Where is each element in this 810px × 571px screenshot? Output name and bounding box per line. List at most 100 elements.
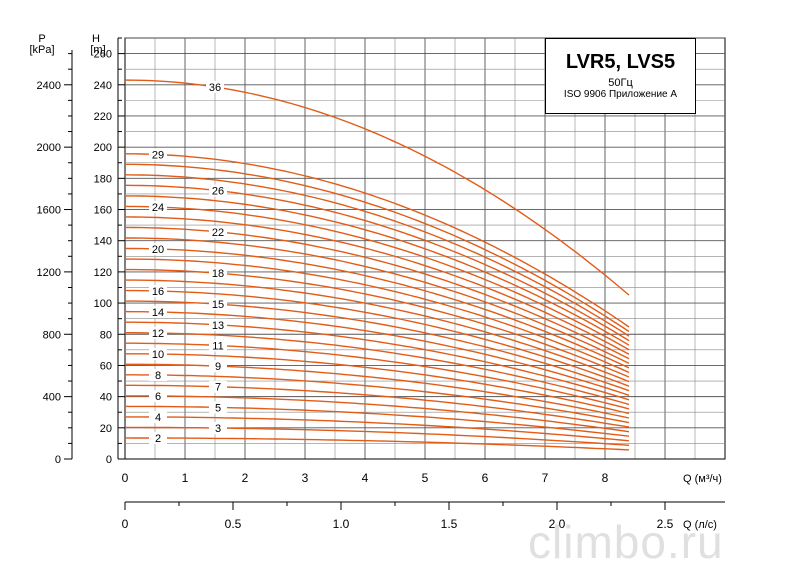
q-m3h-tick-label: 2 — [242, 471, 249, 485]
curve-label-bg — [209, 225, 227, 238]
curve-label-2: 2 — [155, 433, 161, 445]
curve-label-bg — [149, 390, 167, 403]
pump-curve-17 — [125, 279, 630, 383]
head-tick-label: 40 — [100, 392, 112, 404]
q-ls-tick-label: 0 — [122, 517, 129, 531]
pump-curve-28 — [125, 163, 630, 333]
head-tick-label: 260 — [94, 49, 112, 61]
curve-label-bg — [209, 422, 227, 435]
curve-label-29: 29 — [152, 150, 164, 162]
head-axis-label: H — [92, 33, 100, 45]
curve-label-15: 15 — [212, 299, 224, 311]
head-tick-label: 200 — [94, 142, 112, 154]
q-ls-tick-label: 2.5 — [657, 517, 674, 531]
pressure-tick-label: 800 — [43, 329, 61, 341]
curve-label-13: 13 — [212, 320, 224, 332]
q-m3h-tick-label: 5 — [422, 471, 429, 485]
head-tick-label: 60 — [100, 360, 112, 372]
q-m3h-tick-label: 4 — [362, 471, 369, 485]
watermark: climbo.ru — [528, 516, 724, 568]
curve-label-bg — [149, 432, 167, 445]
head-tick-label: 0 — [106, 454, 112, 466]
pressure-tick-label: 1600 — [37, 205, 61, 217]
curve-label-bg — [206, 80, 224, 93]
pressure-axis-unit: [kPa] — [29, 44, 54, 56]
curve-label-bg — [209, 298, 227, 311]
curve-label-12: 12 — [152, 328, 164, 340]
curve-label-bg — [209, 401, 227, 414]
pump-curve-21 — [125, 237, 630, 365]
curve-label-bg — [149, 327, 167, 340]
q-ls-tick-label: 0.5 — [225, 517, 242, 531]
curve-label-bg — [149, 369, 167, 382]
head-tick-label: 20 — [100, 423, 112, 435]
pressure-tick-label: 0 — [55, 454, 61, 466]
curve-label-bg — [209, 267, 227, 280]
pump-curve-6 — [125, 395, 630, 433]
q-m3h-tick-label: 8 — [602, 471, 609, 485]
pressure-tick-label: 2400 — [37, 80, 61, 92]
curve-label-6: 6 — [155, 391, 161, 403]
curve-labels: 36 29 26 24 22 20 18 16 15 14 13 12 11 10 9 8 7 6 5 4 3 2 — [149, 80, 227, 445]
pump-curve-10 — [125, 353, 630, 415]
pump-curve-24 — [125, 205, 630, 351]
curve-label-36: 36 — [209, 82, 221, 94]
curve-label-20: 20 — [152, 244, 164, 256]
curve-label-11: 11 — [212, 340, 223, 352]
curve-label-bg — [209, 360, 227, 373]
curve-label-9: 9 — [215, 361, 221, 373]
curve-label-bg — [149, 201, 167, 214]
curve-label-bg — [149, 148, 167, 161]
curve-label-bg — [149, 243, 167, 256]
pressure-axis-label: P — [38, 33, 45, 45]
curve-label-bg — [209, 184, 227, 197]
pump-curve-27 — [124, 174, 630, 337]
chart-subtitle: 50Гц — [608, 77, 633, 89]
curve-label-18: 18 — [212, 268, 224, 280]
q-m3h-tick-label: 3 — [302, 471, 309, 485]
pump-curve-2 — [124, 437, 630, 451]
curve-label-8: 8 — [155, 370, 161, 382]
pressure-tick-label: 2000 — [37, 142, 61, 154]
curve-label-16: 16 — [152, 286, 164, 298]
head-tick-label: 160 — [94, 205, 112, 217]
q-ls-axis-label: Q (л/с) — [683, 519, 717, 531]
head-tick-label: 220 — [94, 111, 112, 123]
pump-curve-20 — [125, 247, 630, 369]
chart-axes: 020406080100120140160180200220240260H[m]… — [29, 33, 725, 531]
pump-curve-8 — [125, 374, 630, 424]
pump-curve-29 — [125, 153, 630, 328]
curve-label-bg — [209, 380, 227, 393]
pump-curve-4 — [125, 416, 630, 442]
curve-label-24: 24 — [152, 202, 164, 214]
curve-label-bg — [149, 285, 167, 298]
q-m3h-tick-label: 6 — [482, 471, 489, 485]
pressure-tick-label: 400 — [43, 392, 61, 404]
pump-curve-16 — [125, 289, 630, 387]
head-tick-label: 180 — [94, 173, 112, 185]
q-m3h-tick-label: 1 — [182, 471, 189, 485]
head-tick-label: 240 — [94, 80, 112, 92]
pump-curve-25 — [125, 195, 630, 346]
q-m3h-tick-label: 0 — [122, 471, 129, 485]
pressure-tick-label: 1200 — [37, 267, 61, 279]
chart-standard: ISO 9906 Приложение А — [563, 89, 678, 100]
pump-curve-14 — [124, 310, 630, 396]
curve-label-22: 22 — [212, 227, 224, 239]
curve-label-26: 26 — [212, 186, 224, 198]
head-tick-label: 140 — [94, 236, 112, 248]
curve-label-bg — [149, 348, 167, 361]
head-tick-label: 80 — [100, 329, 112, 341]
head-tick-label: 120 — [94, 267, 112, 279]
q-ls-tick-label: 1.5 — [441, 517, 458, 531]
curve-label-bg — [149, 306, 167, 319]
chart-title: LVR5, LVS5 — [565, 51, 676, 73]
curve-label-3: 3 — [215, 423, 221, 435]
curve-label-4: 4 — [155, 412, 161, 424]
head-tick-label: 100 — [94, 298, 112, 310]
head-axis-unit: [m] — [90, 44, 105, 56]
pump-curve-23 — [124, 216, 630, 355]
chart-title-box: LVR5, LVS5 50Гц ISO 9906 Приложение А — [545, 38, 696, 114]
q-ls-tick-label: 2.0 — [549, 517, 566, 531]
curve-label-5: 5 — [215, 402, 221, 414]
